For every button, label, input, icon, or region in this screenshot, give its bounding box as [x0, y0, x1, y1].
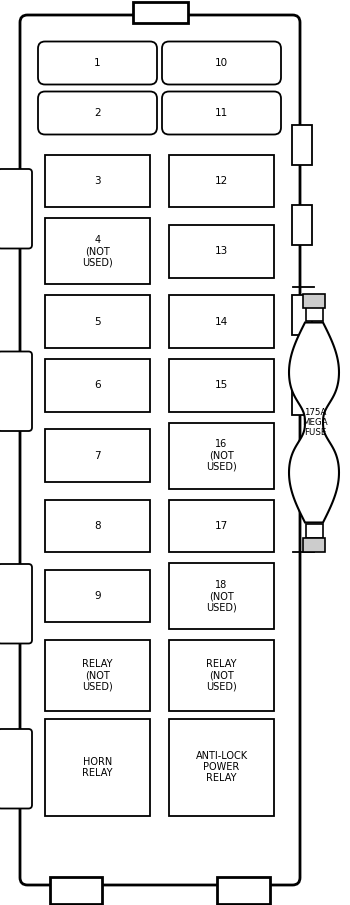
- Bar: [45, 500, 150, 552]
- Bar: [306, 523, 322, 538]
- FancyBboxPatch shape: [217, 877, 270, 904]
- Bar: [303, 293, 325, 308]
- Bar: [169, 155, 274, 207]
- FancyBboxPatch shape: [133, 3, 188, 24]
- Bar: [169, 359, 274, 412]
- FancyBboxPatch shape: [20, 15, 300, 885]
- FancyBboxPatch shape: [38, 42, 157, 84]
- Bar: [45, 429, 150, 481]
- Text: 17: 17: [215, 520, 228, 530]
- Text: 11: 11: [215, 108, 228, 118]
- Bar: [169, 296, 274, 348]
- Text: 15: 15: [215, 380, 228, 390]
- FancyBboxPatch shape: [38, 91, 157, 135]
- FancyBboxPatch shape: [292, 295, 312, 335]
- Text: 14: 14: [215, 317, 228, 327]
- Text: 7: 7: [94, 451, 101, 461]
- FancyBboxPatch shape: [292, 205, 312, 245]
- Bar: [169, 719, 274, 816]
- FancyBboxPatch shape: [162, 91, 281, 135]
- Polygon shape: [289, 322, 339, 522]
- Text: 4
(NOT
USED): 4 (NOT USED): [82, 235, 113, 268]
- Bar: [45, 640, 150, 711]
- Text: 1: 1: [94, 58, 101, 68]
- Text: 13: 13: [215, 246, 228, 256]
- Text: HORN
RELAY: HORN RELAY: [82, 757, 113, 778]
- Bar: [169, 500, 274, 552]
- Text: ANTI-LOCK
POWER
RELAY: ANTI-LOCK POWER RELAY: [195, 751, 247, 784]
- Text: 12: 12: [215, 176, 228, 186]
- Bar: [169, 640, 274, 711]
- Text: 3: 3: [94, 176, 101, 186]
- Bar: [306, 308, 322, 321]
- Text: 2: 2: [94, 108, 101, 118]
- FancyBboxPatch shape: [0, 729, 32, 808]
- Text: 16
(NOT
USED): 16 (NOT USED): [206, 439, 237, 472]
- Bar: [45, 359, 150, 412]
- Bar: [169, 225, 274, 278]
- FancyBboxPatch shape: [292, 125, 312, 165]
- Bar: [45, 218, 150, 284]
- Text: RELAY
(NOT
USED): RELAY (NOT USED): [206, 660, 237, 691]
- Bar: [45, 570, 150, 623]
- Text: 8: 8: [94, 520, 101, 530]
- FancyBboxPatch shape: [162, 42, 281, 84]
- Bar: [45, 296, 150, 348]
- Text: 5: 5: [94, 317, 101, 327]
- FancyBboxPatch shape: [0, 351, 32, 431]
- Text: 6: 6: [94, 380, 101, 390]
- Bar: [45, 155, 150, 207]
- Bar: [169, 423, 274, 489]
- Text: 18
(NOT
USED): 18 (NOT USED): [206, 580, 237, 612]
- Text: 10: 10: [215, 58, 228, 68]
- Bar: [169, 563, 274, 629]
- FancyBboxPatch shape: [292, 375, 312, 415]
- FancyBboxPatch shape: [0, 169, 32, 249]
- Text: 9: 9: [94, 591, 101, 601]
- Bar: [45, 719, 150, 816]
- FancyBboxPatch shape: [0, 564, 32, 643]
- Bar: [303, 538, 325, 551]
- FancyBboxPatch shape: [50, 877, 103, 904]
- Text: RELAY
(NOT
USED): RELAY (NOT USED): [82, 660, 113, 691]
- Text: 175A
MEGA
FUSE: 175A MEGA FUSE: [302, 407, 328, 437]
